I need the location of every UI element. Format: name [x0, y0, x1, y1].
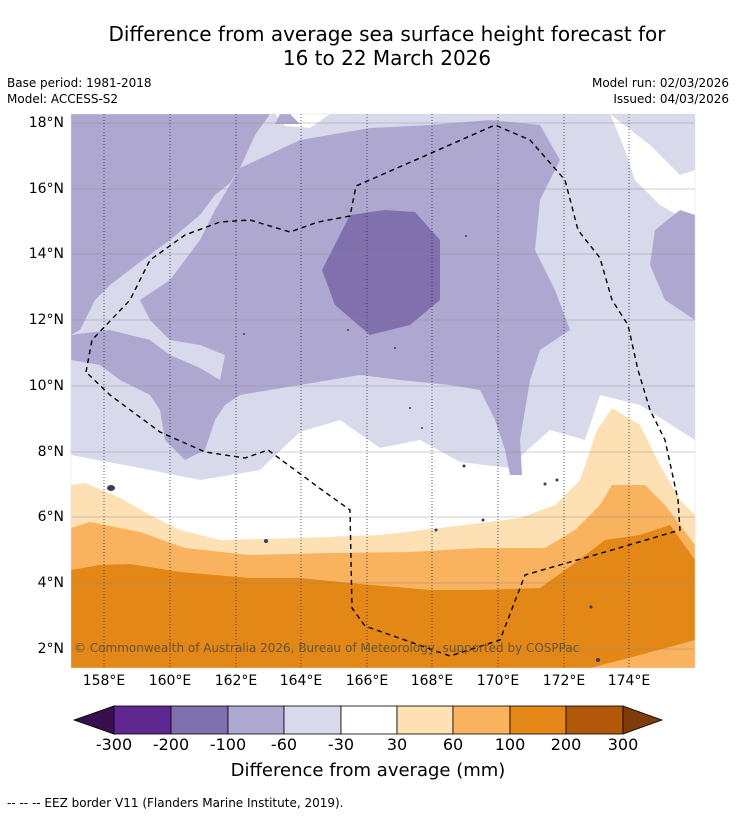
lon-label-166: 166°E: [345, 673, 389, 689]
lat-label-16: 16°N: [28, 181, 64, 197]
title-line-2: 16 to 22 March 2026: [282, 46, 492, 70]
lon-label-158: 158°E: [82, 673, 126, 689]
colorbar-bin-p100-200: [509, 705, 567, 735]
region-m200-100: [322, 210, 440, 335]
lat-label-14: 14°N: [28, 246, 64, 262]
issued-date: Issued: 04/03/2026: [613, 92, 729, 106]
colorbar-bin-p30-60: [396, 705, 454, 735]
lat-label-6: 6°N: [37, 509, 64, 525]
base-period: Base period: 1981-2018: [7, 76, 152, 90]
colorbar-label-p30: 30: [386, 735, 408, 754]
colorbar-bin-m200-100: [170, 705, 229, 735]
lat-label-8: 8°N: [37, 444, 64, 460]
map-title: Difference from average sea surface heig…: [0, 22, 736, 70]
copyright-notice: © Commonwealth of Australia 2026, Bureau…: [74, 641, 580, 655]
colorbar-min-arrow: [72, 705, 115, 735]
lon-label-164: 164°E: [279, 673, 323, 689]
lon-label-160: 160°E: [148, 673, 192, 689]
colorbar-bin-m30-30: [340, 705, 398, 735]
model-name: Model: ACCESS-S2: [7, 92, 119, 106]
lat-label-2: 2°N: [37, 641, 64, 657]
region-p100-200: [71, 525, 695, 668]
region-m100-60-east-strip: [275, 114, 300, 124]
colorbar-label-m200: -200: [152, 735, 190, 754]
sea-surface-height-map: [70, 113, 696, 669]
lat-gridlines: [71, 122, 695, 650]
colorbar: [72, 705, 664, 735]
colorbar-label-m30: -30: [327, 735, 355, 754]
colorbar-label-p100: 100: [494, 735, 526, 754]
eez-footnote: -- -- -- EEZ border V11 (Flanders Marine…: [7, 796, 344, 810]
region-neutral-northeast: [610, 114, 695, 225]
colorbar-label-p300: 300: [607, 735, 639, 754]
meta-right: Model run: 02/03/2026 Issued: 04/03/2026: [592, 75, 729, 107]
model-run: Model run: 02/03/2026: [591, 76, 729, 90]
colorbar-label-m300: -300: [95, 735, 133, 754]
lon-label-168: 168°E: [410, 673, 454, 689]
lon-label-162: 162°E: [214, 673, 258, 689]
lat-label-12: 12°N: [28, 312, 64, 328]
lon-label-174: 174°E: [607, 673, 651, 689]
colorbar-max-arrow: [622, 705, 664, 735]
lon-label-172: 172°E: [542, 673, 586, 689]
region-p60-100-bottom: [590, 640, 695, 668]
colorbar-bin-p200-300: [565, 705, 624, 735]
lat-label-4: 4°N: [37, 575, 64, 591]
title-line-1: Difference from average sea surface heig…: [108, 22, 666, 46]
colorbar-label-p200: 200: [550, 735, 582, 754]
lat-label-18: 18°N: [28, 115, 64, 131]
map-frame: [70, 113, 696, 669]
colorbar-bin-m300-200: [113, 705, 172, 735]
colorbar-label-p60: 60: [442, 735, 464, 754]
lon-label-170: 170°E: [476, 673, 520, 689]
islands: [107, 235, 600, 662]
colorbar-label-m100: -100: [209, 735, 247, 754]
colorbar-bin-m60-30: [283, 705, 342, 735]
lat-label-10: 10°N: [28, 378, 64, 394]
colorbar-label-m60: -60: [270, 735, 298, 754]
eez-border: [85, 124, 681, 657]
colorbar-bin-p60-100: [452, 705, 511, 735]
lon-gridlines: [103, 114, 630, 668]
meta-left: Base period: 1981-2018 Model: ACCESS-S2: [7, 75, 152, 107]
colorbar-bin-m100-60: [227, 705, 285, 735]
colorbar-title: Difference from average (mm): [230, 760, 506, 781]
